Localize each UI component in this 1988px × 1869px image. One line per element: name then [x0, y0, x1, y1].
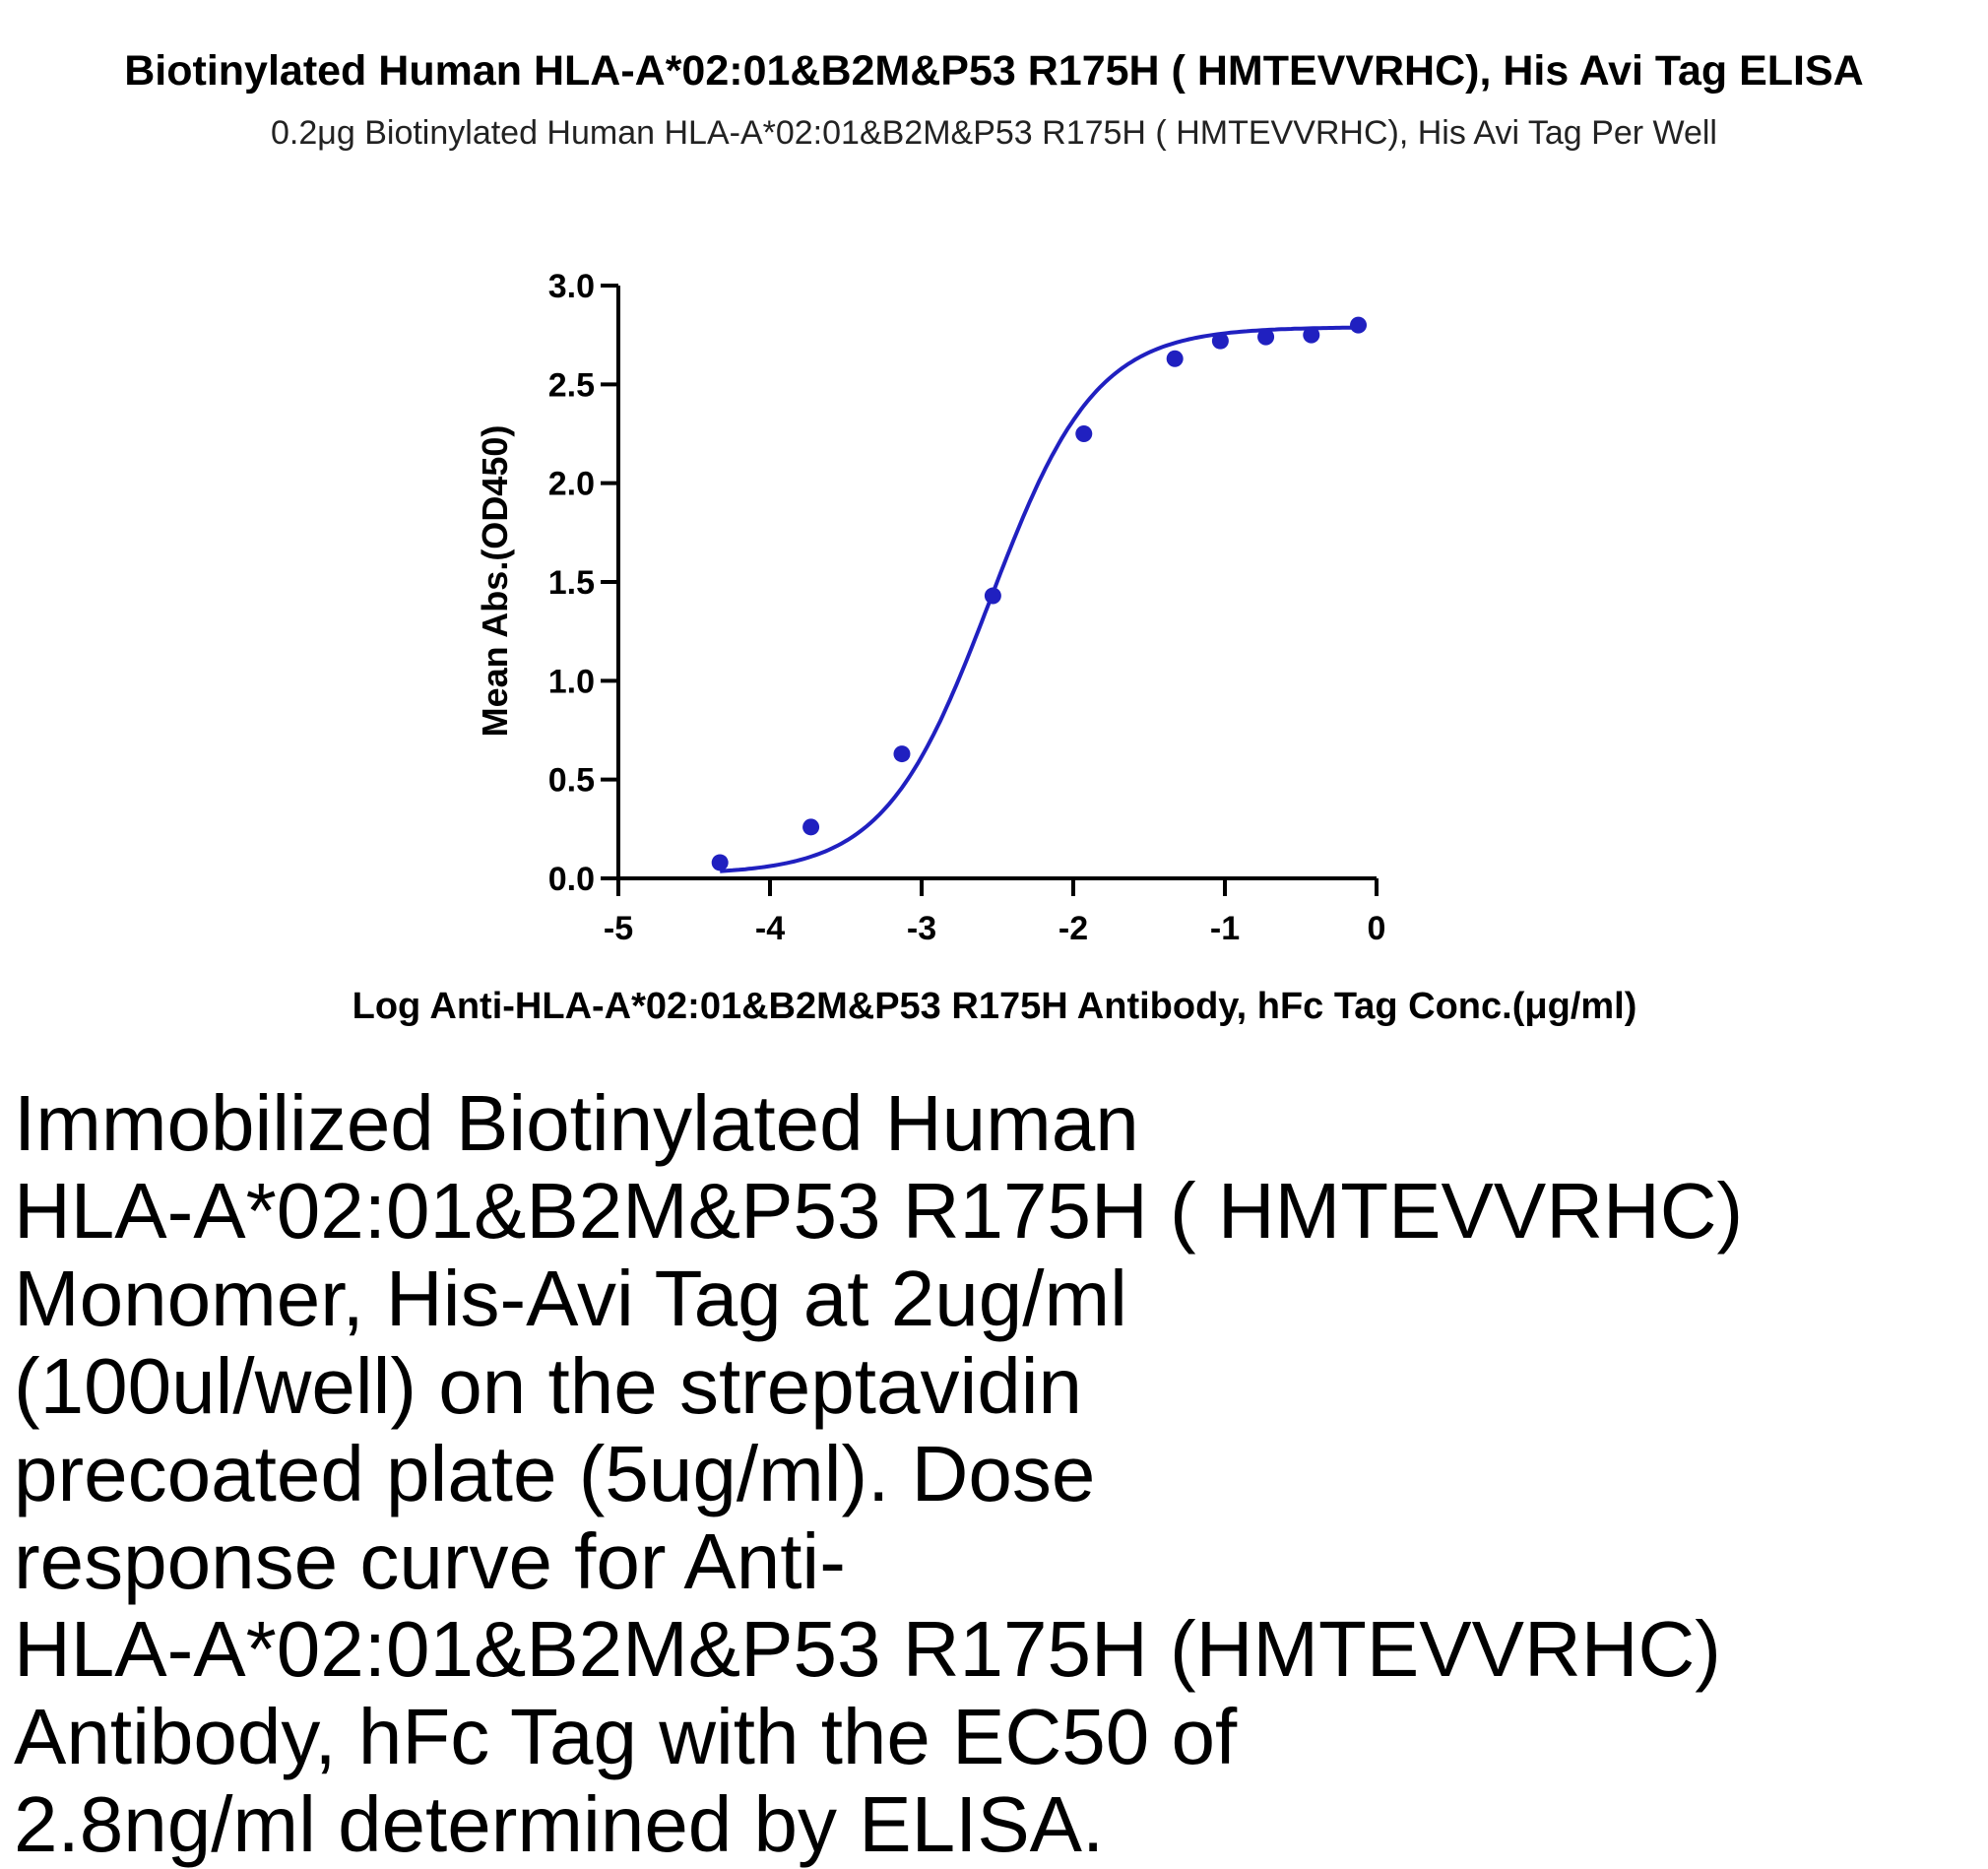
- data-point: [893, 745, 911, 763]
- y-axis-label: Mean Abs.(OD450): [475, 425, 515, 738]
- y-tick-label: 2.0: [548, 466, 595, 503]
- data-point: [802, 818, 820, 836]
- x-tick-label: -5: [604, 910, 633, 947]
- data-point: [1350, 316, 1368, 334]
- figure-caption: Immobilized Biotinylated Human HLA-A*02:0…: [14, 1079, 1963, 1868]
- x-tick-label: -4: [755, 910, 785, 947]
- y-tick-label: 2.5: [548, 366, 595, 404]
- chart-title: Biotinylated Human HLA-A*02:01&B2M&P53 R…: [124, 47, 1864, 95]
- data-point: [711, 854, 729, 871]
- caption-line: 2.8ng/ml determined by ELISA.: [14, 1780, 1105, 1868]
- chart-subtitle: 0.2μg Biotinylated Human HLA-A*02:01&B2M…: [271, 114, 1717, 152]
- x-axis-label: Log Anti-HLA-A*02:01&B2M&P53 R175H Antib…: [353, 986, 1637, 1027]
- data-point: [1303, 326, 1320, 344]
- data-point: [1211, 332, 1229, 350]
- y-tick-label: 3.0: [548, 268, 595, 305]
- caption-line: Immobilized Biotinylated Human: [14, 1079, 1139, 1167]
- x-tick-label: -3: [907, 910, 936, 947]
- chart-axes: 0.0 0.5 1.0 1.5 2.0 2.5 3.0 -5 -4 -3 -2 -1 0: [548, 268, 1386, 947]
- caption-line: response curve for Anti-: [14, 1517, 846, 1605]
- caption-line: (100ul/well) on the streptavidin: [14, 1342, 1083, 1430]
- y-tick-label: 1.5: [548, 564, 595, 602]
- y-tick-label: 1.0: [548, 663, 595, 700]
- data-point: [1075, 425, 1093, 442]
- x-tick-label: 0: [1368, 910, 1386, 947]
- y-tick-label: 0.5: [548, 762, 595, 800]
- data-point: [1166, 350, 1184, 367]
- caption-line: Antibody, hFc Tag with the EC50 of: [14, 1693, 1238, 1780]
- data-points: [711, 316, 1368, 871]
- x-tick-label: -2: [1058, 910, 1088, 947]
- caption-line: precoated plate (5ug/ml). Dose: [14, 1430, 1096, 1517]
- caption-line: HLA-A*02:01&B2M&P53 R175H ( HMTEVVRHC): [14, 1167, 1744, 1255]
- caption-line: Monomer, His-Avi Tag at 2ug/ml: [14, 1255, 1127, 1342]
- caption-line: HLA-A*02:01&B2M&P53 R175H (HMTEVVRHC): [14, 1605, 1721, 1693]
- x-tick-label: -1: [1210, 910, 1240, 947]
- elisa-dose-response-chart: 0.0 0.5 1.0 1.5 2.0 2.5 3.0 -5 -4 -3 -2 -1 0 Mean Ab…: [353, 268, 1637, 1027]
- data-point: [984, 587, 1001, 605]
- fit-curve: [720, 325, 1359, 873]
- y-tick-label: 0.0: [548, 861, 595, 898]
- data-point: [1257, 328, 1275, 346]
